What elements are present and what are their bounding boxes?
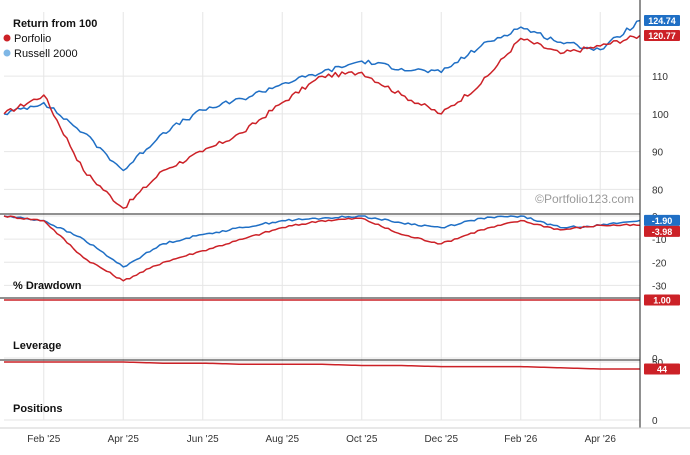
y-tick-label: 90 [652,148,664,159]
watermark: ©Portfolio123.com [535,192,634,206]
last-value-tag-porfolio [644,225,680,237]
x-tick-label: Apr '25 [108,434,140,445]
x-tick-label: Oct '25 [346,434,378,445]
legend: Porfolio Russell 2000 [3,33,78,60]
last-value-tag-russell-2000 [644,15,680,27]
last-value-label-porfolio: 44 [657,364,667,374]
legend-marker-portfolio [3,34,11,42]
panel-title-drawdown: % Drawdown [13,280,82,292]
legend-label-benchmark: Russell 2000 [14,48,78,60]
legend-marker-benchmark [3,49,11,57]
last-value-label-russell-2000: 124.74 [648,16,676,26]
last-value-label-porfolio: 1.00 [653,296,671,306]
last-value-tag-porfolio [644,294,680,306]
last-value-label-russell-2000: -1.90 [652,216,673,226]
y-tick-label: -10 [652,235,667,246]
x-tick-label: Aug '25 [265,434,299,445]
label-layer: Feb '25 Apr '25 Jun '25 Aug '25 Oct '25 Dec '… [27,15,680,445]
x-tick-label: Jun '25 [187,434,219,445]
y-tick-label: 0 [652,354,658,365]
series-line-russell-2000-panel-1 [3,215,641,268]
last-value-tag-porfolio [644,363,680,375]
y-tick-label: 100 [652,110,669,121]
last-value-tag-russell-2000 [644,214,680,226]
x-tick-label: Feb '26 [504,434,537,445]
x-tick-label: Apr '26 [585,434,617,445]
y-tick-label: 0 [652,416,658,427]
x-tick-label: Feb '25 [27,434,60,445]
last-value-tag-porfolio [644,30,680,42]
legend-label-portfolio: Porfolio [14,33,51,45]
series-line-porfolio-panel-0 [3,34,641,209]
panel-title-leverage: Leverage [13,340,61,352]
last-value-label-porfolio: -3.98 [652,227,673,237]
series-line-porfolio-panel-1 [3,215,640,282]
y-tick-label: 110 [652,72,668,83]
x-tick-label: Dec '25 [424,434,458,445]
y-tick-label: 80 [652,185,664,196]
last-value-label-porfolio: 120.77 [648,31,676,41]
y-tick-label: -30 [652,281,667,292]
panel-title-return: Return from 100 [13,18,97,30]
series-line-russell-2000-panel-0 [3,19,641,172]
y-tick-label: -20 [652,258,667,269]
series-layer [3,19,641,370]
panel-title-positions: Positions [13,403,63,415]
series-line-porfolio-panel-3 [4,361,640,370]
panel-dividers [0,0,690,429]
